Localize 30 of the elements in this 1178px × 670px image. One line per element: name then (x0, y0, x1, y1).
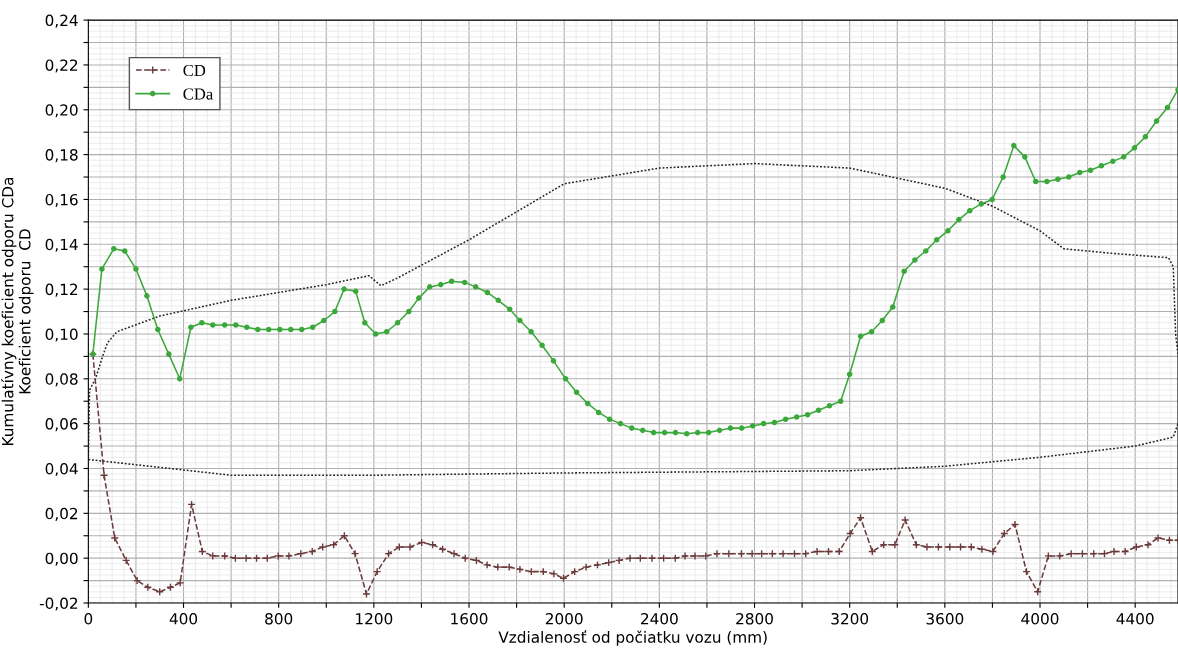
x-tick-label: 0 (84, 612, 93, 625)
x-tick-label: 3200 (831, 612, 869, 625)
y-tick-label: -0,02 (39, 597, 78, 611)
y-tick-label: 0,06 (45, 418, 78, 432)
x-tick-label: 2000 (545, 612, 583, 625)
y-tick-label: 0,02 (45, 507, 78, 521)
x-tick-label: 4400 (1116, 612, 1154, 625)
y-tick-label: 0,10 (45, 328, 78, 342)
x-tick-label: 800 (265, 612, 293, 625)
x-tick-label: 2400 (641, 612, 678, 625)
y-tick-label: 0,12 (45, 283, 78, 297)
x-tick-label: 2800 (736, 612, 773, 625)
x-tick-label: 1600 (451, 612, 488, 625)
legend-label: CDa (183, 88, 214, 100)
y-tick-label: 0,08 (45, 373, 78, 387)
y-tick-label: 0,18 (45, 149, 78, 163)
y-axis-title: Kumulatívny koeficient odporu CDa Koeficient odporu CD (1, 177, 34, 445)
x-tick-label: 400 (169, 612, 198, 625)
y-tick-label: 0,00 (45, 552, 78, 566)
legend-label: CD (183, 64, 206, 77)
y-tick-label: 0,24 (45, 14, 78, 28)
y-tick-label: 0,14 (45, 238, 78, 252)
x-tick-label: 4000 (1021, 612, 1059, 625)
y-tick-label: 0,22 (45, 59, 78, 73)
x-tick-label: 1200 (356, 612, 393, 625)
y-tick-label: 0,20 (45, 104, 78, 118)
y-tick-label: 0,16 (45, 193, 78, 208)
x-axis-title: Vzdialenosť od počiatku vozu (mm) (498, 630, 767, 646)
y-tick-label: 0,04 (45, 462, 78, 477)
x-tick-label: 3600 (926, 612, 964, 625)
